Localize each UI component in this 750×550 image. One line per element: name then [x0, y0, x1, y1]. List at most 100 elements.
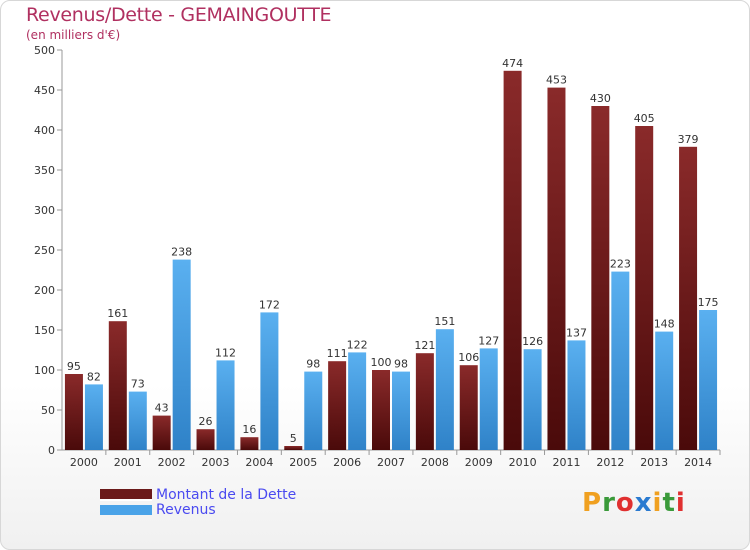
bar-revenue — [435, 329, 454, 450]
data-label-revenue: 127 — [478, 334, 499, 347]
bar-revenue — [655, 331, 674, 450]
logo-letter: o — [615, 488, 635, 518]
bar-debt — [196, 429, 215, 450]
data-label-revenue: 73 — [131, 378, 145, 391]
legend-swatch-revenue — [100, 505, 152, 515]
legend-item-debt: Montant de la Dette — [100, 487, 296, 503]
x-tick-label: 2014 — [684, 456, 712, 469]
y-tick-label: 100 — [34, 364, 55, 377]
bar-revenue — [348, 352, 367, 450]
logo-letter: i — [675, 488, 686, 518]
data-label-debt: 161 — [107, 307, 128, 320]
data-label-revenue: 126 — [522, 335, 543, 348]
data-label-revenue: 172 — [259, 298, 280, 311]
bar-debt — [284, 446, 303, 450]
data-label-debt: 100 — [371, 356, 392, 369]
data-label-debt: 106 — [458, 351, 479, 364]
x-tick-label: 2007 — [377, 456, 405, 469]
data-label-debt: 430 — [590, 92, 611, 105]
bar-debt — [547, 87, 566, 450]
bar-revenue — [611, 271, 630, 450]
bar-revenue — [84, 384, 103, 450]
x-tick-label: 2004 — [245, 456, 273, 469]
y-tick-label: 250 — [34, 244, 55, 257]
data-label-revenue: 137 — [566, 326, 587, 339]
chart-title: Revenus/Dette - GEMAINGOUTTE — [26, 4, 332, 26]
y-tick-label: 150 — [34, 324, 55, 337]
data-label-revenue: 238 — [171, 246, 192, 259]
bar-debt — [64, 374, 83, 450]
bar-revenue — [304, 371, 323, 450]
y-tick-label: 500 — [34, 44, 55, 57]
logo-letter: P — [582, 488, 603, 518]
data-label-debt: 121 — [414, 339, 435, 352]
legend-swatch-debt — [100, 489, 152, 501]
chart-axes: 0 50 100 150 200 250 300 350 400 450 500 2000 2001 20… — [34, 44, 721, 469]
x-tick-label: 2003 — [202, 456, 230, 469]
x-tick-label: 2001 — [114, 456, 142, 469]
legend-label-revenue: Revenus — [156, 502, 216, 518]
bar-revenue — [699, 310, 718, 450]
bar-debt — [679, 146, 698, 451]
data-label-debt: 5 — [290, 432, 297, 445]
x-tick-label: 2002 — [158, 456, 186, 469]
bar-debt — [635, 126, 654, 450]
data-label-revenue: 98 — [306, 358, 320, 371]
y-tick-label: 300 — [34, 204, 55, 217]
y-tick-label: 50 — [41, 404, 55, 417]
bar-debt — [108, 321, 127, 450]
data-label-revenue: 98 — [394, 358, 408, 371]
data-label-revenue: 223 — [610, 258, 631, 271]
x-tick-label: 2000 — [70, 456, 98, 469]
bar-revenue — [392, 371, 410, 450]
logo-letter: i — [652, 488, 663, 518]
data-label-revenue: 151 — [434, 315, 455, 328]
x-tick-label: 2006 — [333, 456, 361, 469]
chart-bars — [64, 70, 718, 451]
x-tick-label: 2008 — [421, 456, 449, 469]
y-tick-label: 450 — [34, 84, 55, 97]
bar-debt — [240, 437, 259, 450]
logo-letter: t — [662, 488, 676, 518]
bar-debt — [459, 365, 478, 450]
x-tick-label: 2009 — [465, 456, 493, 469]
chart-subtitle: (en milliers d'€) — [26, 28, 121, 42]
legend-label-debt: Montant de la Dette — [156, 487, 297, 503]
data-label-debt: 453 — [546, 74, 567, 87]
data-label-revenue: 82 — [87, 370, 101, 383]
y-tick-label: 350 — [34, 164, 55, 177]
bar-revenue — [172, 259, 191, 450]
bar-revenue — [523, 349, 542, 450]
bar-debt — [328, 361, 347, 450]
bar-debt — [415, 353, 434, 450]
x-tick-label: 2012 — [596, 456, 624, 469]
bar-debt — [152, 415, 171, 450]
data-label-debt: 379 — [678, 133, 699, 146]
data-label-debt: 405 — [634, 112, 655, 125]
x-tick-label: 2010 — [509, 456, 537, 469]
data-label-debt: 16 — [242, 423, 256, 436]
proxiti-logo: Proxiti — [582, 488, 686, 518]
data-label-debt: 111 — [327, 347, 348, 360]
y-tick-label: 200 — [34, 284, 55, 297]
logo-letter: x — [634, 488, 653, 518]
data-label-debt: 474 — [502, 57, 523, 70]
legend-item-revenue: Revenus — [100, 502, 216, 518]
data-label-revenue: 148 — [654, 318, 675, 331]
data-label-debt: 26 — [199, 415, 213, 428]
data-label-revenue: 122 — [347, 338, 368, 351]
bar-debt — [503, 70, 522, 451]
x-tick-label: 2011 — [552, 456, 580, 469]
data-label-debt: 43 — [155, 402, 169, 415]
bar-revenue — [479, 348, 498, 450]
bar-revenue — [260, 312, 279, 450]
x-tick-label: 2005 — [289, 456, 317, 469]
bar-debt — [372, 370, 390, 450]
logo-letter: r — [602, 488, 616, 518]
data-label-debt: 95 — [67, 360, 81, 373]
y-tick-label: 400 — [34, 124, 55, 137]
bar-revenue — [128, 391, 147, 450]
bar-debt — [591, 106, 610, 450]
